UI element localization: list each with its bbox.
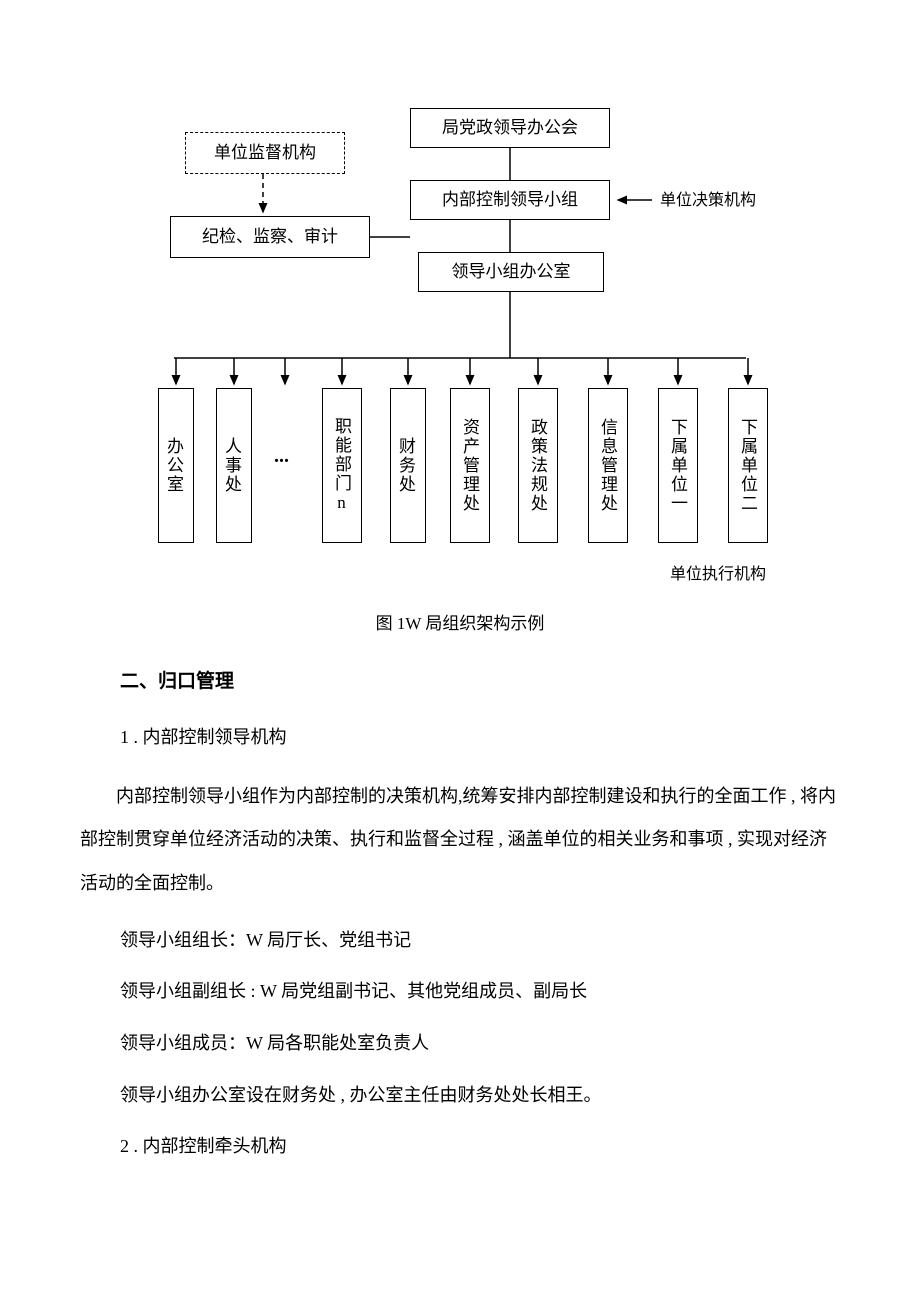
org-chart-diagram: 单位监督机构 局党政领导办公会 纪检、监察、审计 内部控制领导小组 领导小组办公… xyxy=(80,100,840,580)
dept-node: 办公室 xyxy=(158,388,194,543)
leader-lines: 领导小组组长：W 局厅长、党组书记领导小组副组长 : W 局党组副书记、其他党组… xyxy=(80,921,840,1115)
label-execution-text: 单位执行机构 xyxy=(670,566,766,583)
leader-line: 领导小组办公室设在财务处 , 办公室主任由财务处处长相王。 xyxy=(120,1076,840,1116)
node-office-label: 领导小组办公室 xyxy=(452,258,571,285)
dept-node-label: 资产管理处 xyxy=(456,418,483,513)
node-ic-group-label: 内部控制领导小组 xyxy=(442,186,578,213)
ellipsis-text: ... xyxy=(274,445,289,467)
dept-node: 职能部门n xyxy=(322,388,362,543)
label-decision-text: 单位决策机构 xyxy=(660,192,756,209)
dept-node-label: 职能部门n xyxy=(328,417,355,514)
item-2-title-text: 2 . 内部控制牵头机构 xyxy=(120,1136,287,1156)
dept-node-label: 政策法规处 xyxy=(524,418,551,513)
leader-line: 领导小组副组长 : W 局党组副书记、其他党组成员、副局长 xyxy=(120,972,840,1012)
dept-node: 资产管理处 xyxy=(450,388,490,543)
section-2-heading-text: 二、归口管理 xyxy=(120,671,234,692)
dept-node-label: 办公室 xyxy=(160,437,187,494)
item-1-title-text: 1 . 内部控制领导机构 xyxy=(120,727,287,747)
dept-node-label: 财务处 xyxy=(392,437,419,494)
dept-node: 下属单位二 xyxy=(728,388,768,543)
dept-node: 人事处 xyxy=(216,388,252,543)
ellipsis: ... xyxy=(274,440,289,472)
dept-node-label: 下属单位一 xyxy=(664,418,691,513)
node-party-label: 局党政领导办公会 xyxy=(442,114,578,141)
node-office: 领导小组办公室 xyxy=(418,252,604,292)
dept-node: 信息管理处 xyxy=(588,388,628,543)
dept-node-label: 下属单位二 xyxy=(734,418,761,513)
node-ic-group: 内部控制领导小组 xyxy=(410,180,610,220)
figure-caption-text: 图 1W 局组织架构示例 xyxy=(376,614,545,633)
node-discipline: 纪检、监察、审计 xyxy=(170,216,370,258)
dept-node-label: 人事处 xyxy=(218,437,245,494)
node-supervision: 单位监督机构 xyxy=(185,132,345,174)
leader-line: 领导小组成员：W 局各职能处室负责人 xyxy=(120,1024,840,1064)
figure-caption: 图 1W 局组织架构示例 xyxy=(80,610,840,637)
dept-node: 政策法规处 xyxy=(518,388,558,543)
label-execution: 单位执行机构 xyxy=(670,562,766,588)
node-party: 局党政领导办公会 xyxy=(410,108,610,148)
section-2-heading: 二、归口管理 xyxy=(120,667,840,697)
dept-node: 财务处 xyxy=(390,388,426,543)
item-1-para-text: 内部控制领导小组作为内部控制的决策机构,统筹安排内部控制建设和执行的全面工作 ,… xyxy=(80,786,836,892)
label-decision: 单位决策机构 xyxy=(660,188,756,214)
item-1-para: 内部控制领导小组作为内部控制的决策机构,统筹安排内部控制建设和执行的全面工作 ,… xyxy=(80,775,840,905)
node-supervision-label: 单位监督机构 xyxy=(214,139,316,166)
item-2-title: 2 . 内部控制牵头机构 xyxy=(120,1127,840,1167)
leader-line: 领导小组组长：W 局厅长、党组书记 xyxy=(120,921,840,961)
node-discipline-label: 纪检、监察、审计 xyxy=(202,223,338,250)
item-1-title: 1 . 内部控制领导机构 xyxy=(120,718,840,758)
dept-node: 下属单位一 xyxy=(658,388,698,543)
dept-node-label: 信息管理处 xyxy=(594,418,621,513)
